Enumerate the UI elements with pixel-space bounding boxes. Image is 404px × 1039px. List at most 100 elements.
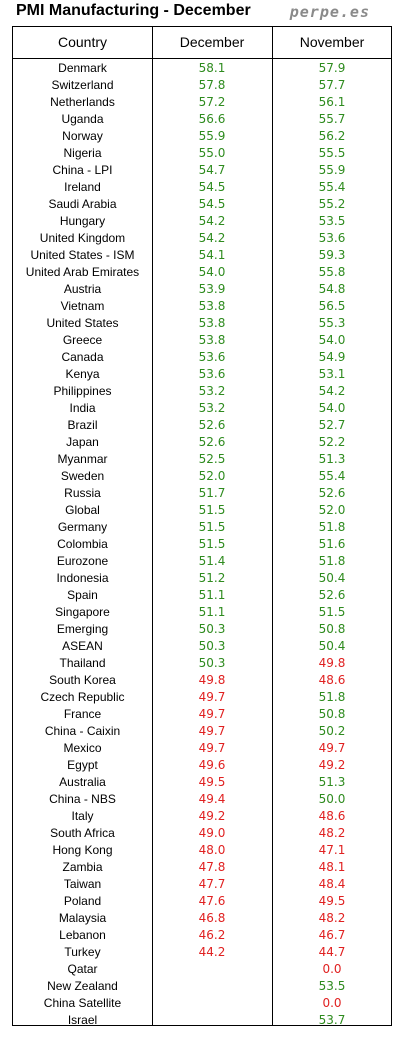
table-row: Zambia 47.8 48.1 [13, 859, 391, 876]
december-value: 50.3 [198, 639, 226, 653]
december-value: 47.7 [198, 877, 226, 891]
november-value: 52.6 [318, 486, 346, 500]
column-header-december: December [179, 34, 245, 50]
table-row: China Satellite 0.0 [13, 995, 391, 1012]
country-cell: Indonesia [56, 571, 109, 585]
november-value: 52.6 [318, 588, 346, 602]
table-row: Qatar 0.0 [13, 961, 391, 978]
table-row: Japan 52.6 52.2 [13, 434, 391, 451]
november-value: 49.5 [318, 894, 346, 908]
country-cell: Canada [61, 350, 104, 364]
country-cell: Vietnam [60, 299, 105, 313]
country-cell: Australia [59, 775, 106, 789]
country-cell: Malaysia [58, 911, 107, 925]
november-value: 57.9 [318, 61, 346, 75]
december-value: 49.8 [198, 673, 226, 687]
november-value: 53.5 [318, 214, 346, 228]
december-value: 51.5 [198, 537, 226, 551]
november-value: 51.8 [318, 520, 346, 534]
country-cell: Singapore [55, 605, 110, 619]
november-value: 53.1 [318, 367, 346, 381]
table-row: Thailand 50.3 49.8 [13, 655, 391, 672]
country-cell: United States [46, 316, 119, 330]
november-value: 59.3 [318, 248, 346, 262]
table-row: Russia 51.7 52.6 [13, 485, 391, 502]
country-cell: Mexico [63, 741, 102, 755]
december-value: 53.2 [198, 401, 226, 415]
table-row: Poland 47.6 49.5 [13, 893, 391, 910]
country-cell: India [69, 401, 96, 415]
table-row: Kenya 53.6 53.1 [13, 366, 391, 383]
november-value: 50.2 [318, 724, 346, 738]
country-cell: Philippines [53, 384, 112, 398]
table-row: Turkey 44.2 44.7 [13, 944, 391, 961]
country-cell: China - Caixin [44, 724, 121, 738]
country-cell: Japan [66, 435, 99, 449]
country-cell: Taiwan [63, 877, 102, 891]
country-cell: Poland [63, 894, 102, 908]
december-value: 58.1 [198, 61, 226, 75]
december-value: 55.9 [198, 129, 226, 143]
country-cell: Global [65, 503, 100, 517]
country-cell: South Africa [50, 826, 115, 840]
november-value: 49.8 [318, 656, 346, 670]
november-value: 49.7 [318, 741, 346, 755]
table-row: Uganda 56.6 55.7 [13, 111, 391, 128]
country-cell: Uganda [61, 112, 104, 126]
table-row: Hong Kong 48.0 47.1 [13, 842, 391, 859]
table-row: Hungary 54.2 53.5 [13, 213, 391, 230]
country-cell: Switzerland [51, 78, 114, 92]
november-value: 56.5 [318, 299, 346, 313]
table-row: South Africa 49.0 48.2 [13, 825, 391, 842]
country-cell: Ireland [64, 180, 101, 194]
november-value: 50.8 [318, 622, 346, 636]
december-value: 53.8 [198, 316, 226, 330]
november-value: 56.1 [318, 95, 346, 109]
table-row: Lebanon 46.2 46.7 [13, 927, 391, 944]
december-value: 51.1 [198, 605, 226, 619]
november-value: 51.3 [318, 775, 346, 789]
country-cell: Nigeria [63, 146, 102, 160]
table-row: New Zealand 53.5 [13, 978, 391, 995]
page-title: PMI Manufacturing - December [16, 2, 251, 19]
december-value: 50.3 [198, 622, 226, 636]
december-value: 53.8 [198, 299, 226, 313]
december-value: 51.4 [198, 554, 226, 568]
country-cell: Italy [71, 809, 94, 823]
country-cell: United Arab Emirates [25, 265, 140, 279]
table-row: Austria 53.9 54.8 [13, 281, 391, 298]
november-value: 52.7 [318, 418, 346, 432]
november-value: 55.3 [318, 316, 346, 330]
november-value: 54.8 [318, 282, 346, 296]
country-cell: China - LPI [52, 163, 113, 177]
country-cell: United States - ISM [30, 248, 135, 262]
country-cell: Eurozone [56, 554, 109, 568]
table-row: Emerging 50.3 50.8 [13, 621, 391, 638]
november-value: 56.2 [318, 129, 346, 143]
november-value: 55.2 [318, 197, 346, 211]
country-cell: Kenya [65, 367, 100, 381]
table-row: Ireland 54.5 55.4 [13, 179, 391, 196]
december-value: 55.0 [198, 146, 226, 160]
december-value: 54.2 [198, 214, 226, 228]
country-cell: Russia [64, 486, 101, 500]
country-cell: China - NBS [49, 792, 116, 806]
table-row: China - LPI 54.7 55.9 [13, 162, 391, 179]
december-value: 49.0 [198, 826, 226, 840]
table-row: ASEAN 50.3 50.4 [13, 638, 391, 655]
table-row: Vietnam 53.8 56.5 [13, 298, 391, 315]
december-value: 54.2 [198, 231, 226, 245]
november-value: 48.4 [318, 877, 346, 891]
november-value: 49.2 [318, 758, 346, 772]
december-value: 52.6 [198, 418, 226, 432]
december-value: 53.9 [198, 282, 226, 296]
november-value: 50.0 [318, 792, 346, 806]
table-row: Eurozone 51.4 51.8 [13, 553, 391, 570]
table-row: United States - ISM 54.1 59.3 [13, 247, 391, 264]
november-value: 50.8 [318, 707, 346, 721]
country-cell: Lebanon [59, 928, 106, 942]
country-cell: Norway [62, 129, 103, 143]
country-cell: Sweden [60, 469, 105, 483]
country-cell: South Korea [49, 673, 116, 687]
column-header-country: Country [57, 34, 108, 50]
